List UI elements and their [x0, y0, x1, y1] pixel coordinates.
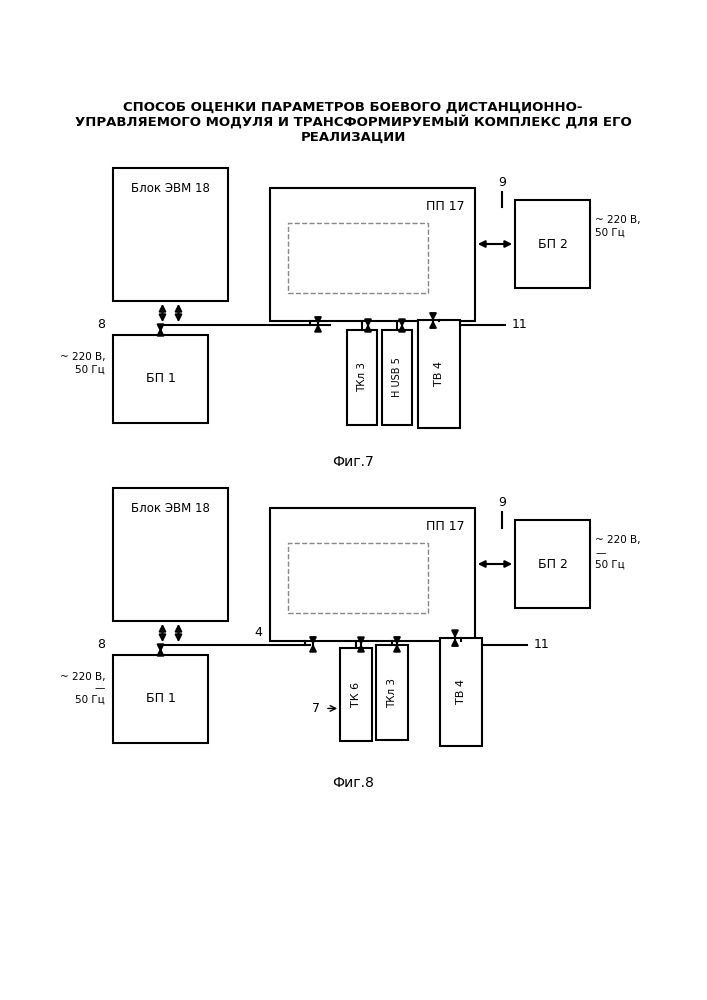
Bar: [376, 645, 408, 740]
Text: ~ 220 В,: ~ 220 В,: [595, 535, 641, 545]
Text: БП 1: БП 1: [146, 372, 175, 385]
Text: ~ 220 В,: ~ 220 В,: [59, 352, 105, 362]
Text: Блок ЭВМ 18: Блок ЭВМ 18: [131, 182, 210, 194]
Bar: [113, 488, 228, 621]
Text: ТКл 3: ТКл 3: [357, 362, 367, 392]
Bar: [113, 335, 208, 423]
Bar: [340, 648, 372, 741]
Bar: [382, 330, 412, 425]
Text: СПОСОБ ОЦЕНКИ ПАРАМЕТРОВ БОЕВОГО ДИСТАНЦИОННО-: СПОСОБ ОЦЕНКИ ПАРАМЕТРОВ БОЕВОГО ДИСТАНЦ…: [123, 101, 583, 113]
Text: РЕАЛИЗАЦИИ: РЕАЛИЗАЦИИ: [300, 130, 406, 143]
Text: 50 Гц: 50 Гц: [595, 560, 625, 570]
Bar: [270, 188, 475, 321]
Text: УПРАВЛЯЕМОГО МОДУЛЯ И ТРАНСФОРМИРУЕМЫЙ КОМПЛЕКС ДЛЯ ЕГО: УПРАВЛЯЕМОГО МОДУЛЯ И ТРАНСФОРМИРУЕМЫЙ К…: [75, 115, 631, 129]
Text: 8: 8: [97, 318, 105, 332]
Text: ~ 220 В,: ~ 220 В,: [59, 672, 105, 682]
Text: —: —: [95, 683, 105, 693]
Text: 9: 9: [498, 496, 506, 510]
Bar: [113, 655, 208, 743]
Text: ТВ 4: ТВ 4: [456, 680, 466, 704]
Bar: [288, 543, 428, 613]
Bar: [440, 638, 482, 746]
Text: БП 2: БП 2: [537, 558, 568, 570]
Bar: [347, 330, 377, 425]
Text: H USB 5: H USB 5: [392, 358, 402, 397]
Text: Блок ЭВМ 18: Блок ЭВМ 18: [131, 502, 210, 514]
Text: 11: 11: [512, 318, 527, 332]
Text: 7: 7: [312, 702, 320, 715]
Bar: [515, 520, 590, 608]
Text: ТВ 4: ТВ 4: [434, 361, 444, 386]
Text: БП 2: БП 2: [537, 237, 568, 250]
Text: ПП 17: ПП 17: [426, 200, 464, 213]
Text: ТКл 3: ТКл 3: [387, 678, 397, 708]
Text: БП 1: БП 1: [146, 692, 175, 706]
Text: 8: 8: [97, 639, 105, 652]
Bar: [288, 223, 428, 293]
Bar: [270, 508, 475, 641]
Bar: [113, 168, 228, 301]
Text: ПП 17: ПП 17: [426, 520, 464, 532]
Text: 50 Гц: 50 Гц: [595, 228, 625, 238]
Text: Фиг.8: Фиг.8: [332, 776, 374, 790]
Text: 50 Гц: 50 Гц: [75, 365, 105, 375]
Bar: [515, 200, 590, 288]
Text: Фиг.7: Фиг.7: [332, 455, 374, 469]
Text: 11: 11: [534, 639, 550, 652]
Text: 4: 4: [254, 626, 262, 640]
Bar: [418, 320, 460, 428]
Text: ~ 220 В,: ~ 220 В,: [595, 215, 641, 225]
Text: ТК 6: ТК 6: [351, 682, 361, 707]
Text: —: —: [595, 548, 605, 558]
Text: 9: 9: [498, 176, 506, 190]
Text: 50 Гц: 50 Гц: [75, 695, 105, 705]
